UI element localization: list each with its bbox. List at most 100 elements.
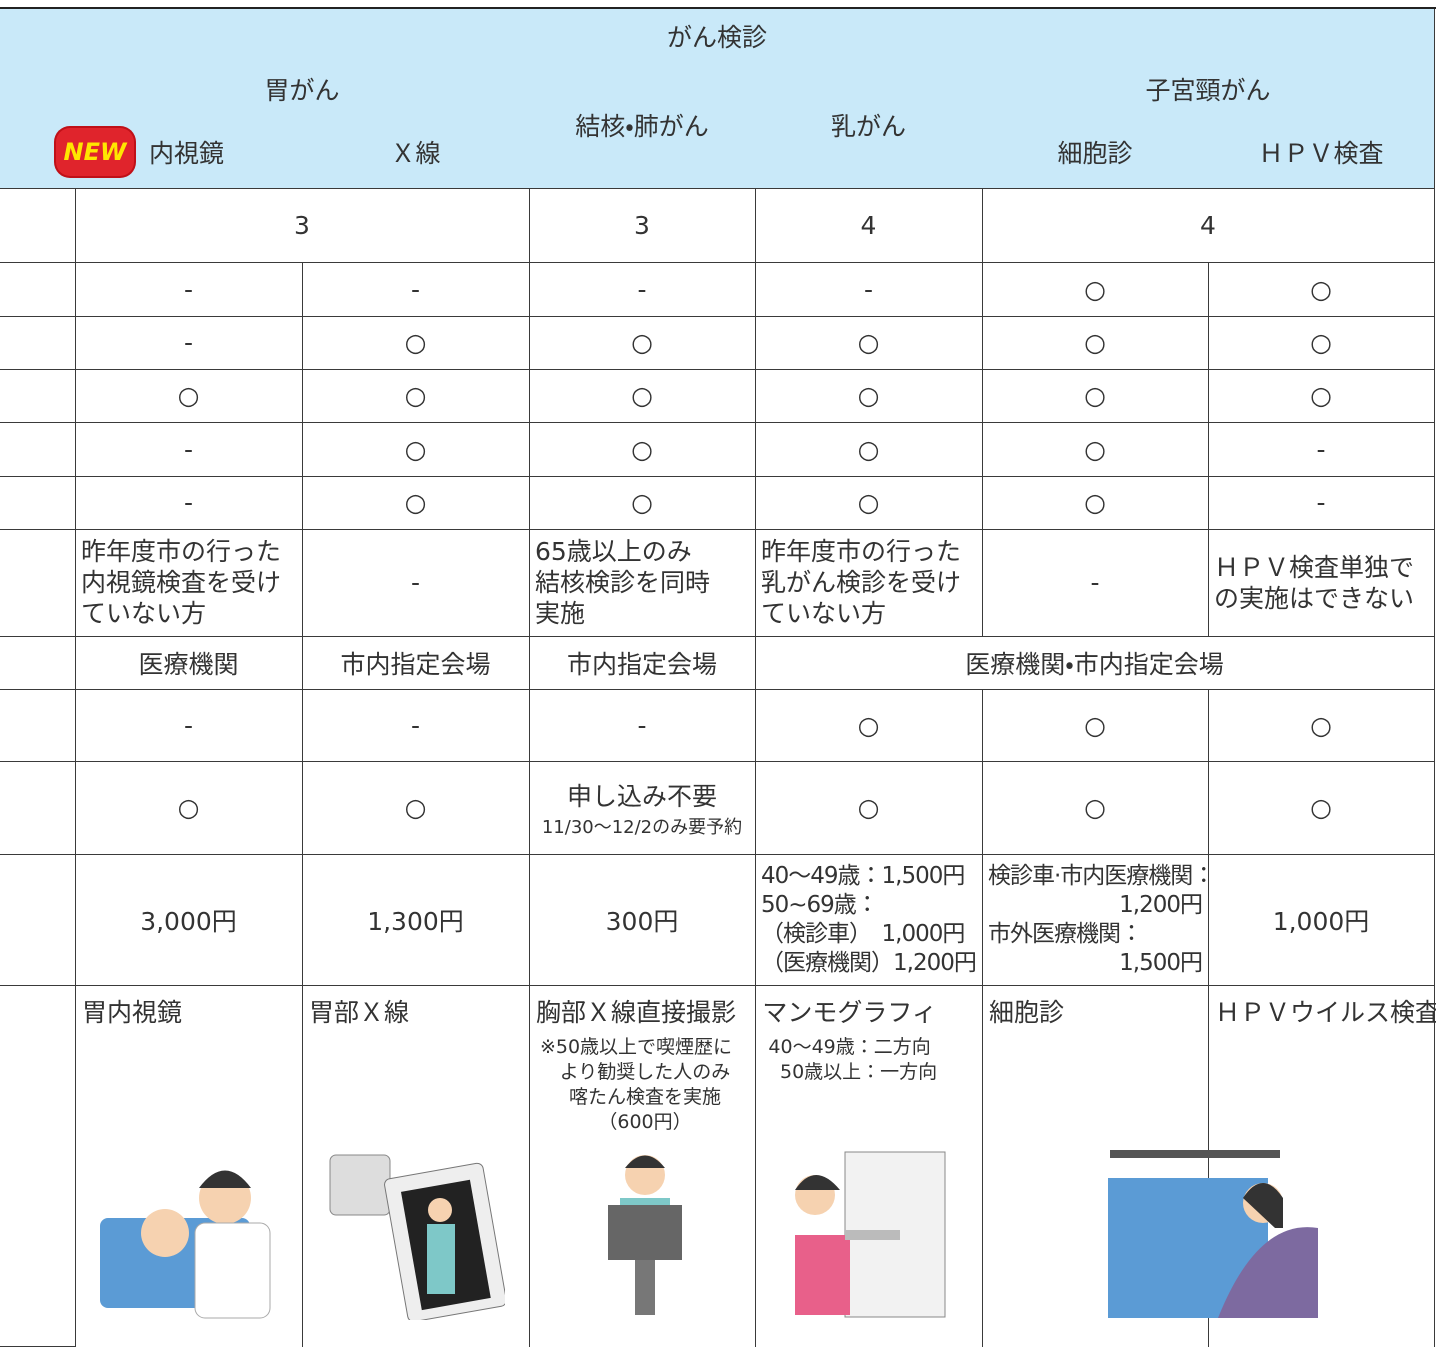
data-cell: ○ (982, 316, 1209, 370)
cell-line: ていない方 (81, 599, 207, 628)
cell-text: - (1316, 488, 1326, 517)
data-cell: ○ (755, 476, 983, 530)
illustration-mammography (795, 1151, 946, 1318)
row-label-cell (0, 761, 76, 855)
cell-text: ○ (857, 793, 880, 822)
group-label: 胃がん (264, 76, 340, 105)
data-cell: 昨年度市の行った 乳がん検診を受け ていない方 (755, 529, 983, 637)
data-cell: ○ (755, 422, 983, 477)
data-cell: 1,000円 (1208, 854, 1435, 986)
note-line: ※50歳以上で喫煙歴に (539, 1036, 733, 1058)
data-cell: 3 (75, 188, 530, 263)
cell-text: - (410, 568, 421, 597)
cell-text: 300円 (605, 906, 679, 936)
cell-line: ＨＰＶ検査単独で (1214, 552, 1415, 582)
cell-line: 50~69歳： (761, 891, 879, 918)
sub-header: 細胞診 (982, 116, 1209, 189)
cell-text: ○ (404, 488, 427, 517)
cell-text: 医療機関・市内指定会場 (965, 649, 1224, 679)
data-cell: ○ (302, 316, 530, 370)
data-cell: - (1208, 422, 1435, 477)
data-cell: - (75, 476, 303, 530)
sub-header: ＨＰＶ検査 (1208, 116, 1435, 189)
data-cell: ○ (75, 761, 303, 855)
data-cell: ○ (1208, 316, 1435, 370)
row-label-cell (0, 188, 76, 263)
data-cell: 4 (982, 188, 1435, 263)
note-line: より勧奨した人のみ (559, 1061, 731, 1083)
cell-line: 65歳以上のみ (535, 537, 692, 566)
data-cell: ○ (302, 761, 530, 855)
cell-text: 4 (1200, 210, 1216, 240)
data-cell: ○ (982, 422, 1209, 477)
cell-lines: 昨年度市の行った 乳がん検診を受け ていない方 (755, 536, 982, 629)
note-line: 喀たん検査を実施 (569, 1086, 722, 1108)
cell-stack: 胃部Ｘ線 (302, 985, 416, 1029)
cell-text: ○ (857, 434, 880, 464)
data-cell: ○ (1208, 761, 1435, 855)
exam-title: ＨＰＶウイルス検査 (1215, 998, 1436, 1027)
exam-title: 胃内視鏡 (82, 998, 183, 1027)
group-header: 子宮頸がん (982, 62, 1435, 117)
top-rule (0, 7, 1436, 9)
cell-lines: 40～49歳：1,500円 50~69歳： （検診車） 1,000円 （医療機関）1,… (755, 862, 982, 978)
data-cell: ○ (1208, 689, 1435, 762)
data-cell: マンモグラフィ 40～49歳：二方向 50歳以上：一方向 (755, 985, 983, 1347)
cell-text: ○ (631, 434, 653, 464)
data-cell: 300円 (529, 854, 756, 986)
cell-text: ○ (404, 793, 427, 822)
cell-text: 4 (860, 210, 877, 240)
group-label: 子宮頸がん (1145, 76, 1271, 105)
sub-label: ＨＰＶ検査 (1258, 139, 1384, 168)
data-cell: 細胞診 (982, 985, 1209, 1347)
illustration-cytology (1108, 1150, 1318, 1318)
data-cell: - (75, 316, 303, 370)
cell-text: 3 (294, 210, 310, 240)
cell-text: ○ (1084, 434, 1106, 464)
exam-note: ※50歳以上で喫煙歴により勧奨した人のみ 喀たん検査を実施 （600円） (529, 1029, 743, 1135)
illustration-endoscopy (100, 1170, 271, 1319)
cell-text: ○ (1084, 328, 1106, 357)
cell-text: ○ (1084, 488, 1106, 517)
cell-line: 乳がん検診を受け (761, 568, 962, 597)
cell-line: 検診車·市内医療機関： (988, 862, 1215, 889)
data-cell: ○ (755, 316, 983, 370)
data-cell: ○ (755, 761, 983, 855)
cell-line: の実施はできない (1214, 583, 1415, 613)
data-cell: - (529, 262, 756, 317)
cell-text: ○ (1310, 710, 1332, 740)
data-cell: 市内指定会場 (302, 636, 530, 690)
cell-line: （検診車） 1,000円 (761, 920, 965, 947)
data-cell: ○ (1208, 262, 1435, 317)
sub-label: 細胞診 (1057, 139, 1133, 168)
note-line: （600円） (598, 1111, 692, 1133)
cell-line: ていない方 (761, 599, 887, 628)
group-label: 結核・肺がん (575, 112, 709, 141)
cell-line: 1,500円 (1119, 949, 1203, 976)
data-cell: - (302, 529, 530, 637)
data-cell: ○ (755, 369, 983, 423)
data-cell: ○ (529, 316, 756, 370)
data-cell: - (982, 529, 1209, 637)
exam-title: 胃部Ｘ線 (309, 998, 410, 1027)
cell-text: ○ (631, 328, 653, 357)
cell-lines: 昨年度市の行った 内視鏡検査を受け ていない方 (75, 536, 302, 629)
cell-text: ○ (1084, 274, 1106, 304)
cell-line: 1,200円 (1119, 891, 1203, 918)
cell-text: ○ (631, 381, 653, 410)
cell-text: 市内指定会場 (340, 649, 491, 679)
group-header: 乳がん (755, 62, 983, 189)
cell-text: ○ (1310, 793, 1332, 822)
data-cell: ＨＰＶ検査単独で の実施はできない (1208, 529, 1435, 637)
cell-stack: 細胞診 (982, 985, 1071, 1029)
cell-lines: 検診車·市内医療機関： 1,200円 市外医療機関： 1,500円 (982, 862, 1215, 978)
cell-stack: マンモグラフィ 40～49歳：二方向 50歳以上：一方向 (755, 985, 944, 1085)
cell-note: 11/30～12/2のみ要予約 (541, 816, 743, 838)
sub-label: Ｘ線 (390, 139, 441, 168)
cell-text: ○ (1310, 381, 1332, 410)
cell-line: 実施 (535, 599, 586, 628)
data-cell: 1,300円 (302, 854, 530, 986)
row-label-cell (0, 985, 76, 1347)
cell-main: 申し込み不要 (566, 781, 717, 811)
data-cell: 市内指定会場 (529, 636, 756, 690)
